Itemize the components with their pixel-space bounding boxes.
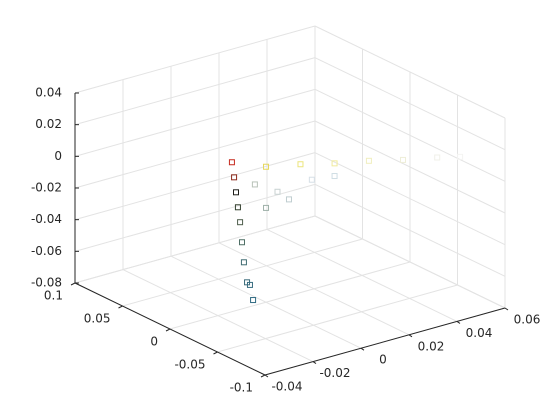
point xyxy=(285,196,292,203)
z-tick-label: 0.04 xyxy=(35,86,62,100)
grid-line xyxy=(314,215,506,309)
grid-line xyxy=(314,183,506,277)
grid-line xyxy=(217,284,458,353)
grid-line xyxy=(74,152,316,221)
z-tick-label: -0.06 xyxy=(31,244,62,258)
point xyxy=(239,239,245,246)
grid-line xyxy=(74,120,316,189)
point xyxy=(263,163,270,170)
point xyxy=(246,281,253,288)
point xyxy=(457,153,464,160)
x-tick-label: 0 xyxy=(379,353,387,367)
z-tick-label: -0.02 xyxy=(31,181,62,195)
grid-line xyxy=(74,57,316,126)
x-tick xyxy=(312,361,317,365)
point xyxy=(228,159,235,166)
point xyxy=(231,174,238,181)
x-tick xyxy=(264,374,269,378)
point xyxy=(365,157,372,164)
y-tick-label: 0 xyxy=(150,335,158,349)
point xyxy=(250,297,257,304)
x-tick xyxy=(456,320,461,324)
x-tick-label: -0.02 xyxy=(319,366,350,380)
y-tick xyxy=(165,328,171,332)
y-tick-label: -0.1 xyxy=(230,381,253,395)
point xyxy=(240,259,247,266)
point xyxy=(233,189,239,196)
y-tick xyxy=(70,282,76,286)
point xyxy=(434,154,441,161)
grid-line xyxy=(314,88,506,182)
x-tick xyxy=(504,307,509,311)
x-tick xyxy=(408,334,413,338)
point xyxy=(400,156,407,163)
z-tick-label: -0.04 xyxy=(31,212,62,226)
y-tick xyxy=(118,305,123,309)
y-tick-label: -0.05 xyxy=(174,358,205,372)
point xyxy=(297,161,304,168)
y-tick xyxy=(213,351,218,355)
x-axis xyxy=(264,307,506,376)
point xyxy=(331,173,338,180)
grid-line xyxy=(74,183,316,252)
z-tick-label: 0 xyxy=(54,149,62,163)
point xyxy=(234,204,241,211)
z-tick-label: 0.02 xyxy=(35,117,62,131)
grid-line xyxy=(74,25,316,94)
y-tick-label: 0.05 xyxy=(84,312,111,326)
point xyxy=(263,204,270,211)
x-tick-label: 0.02 xyxy=(418,339,445,353)
grid-line xyxy=(314,25,506,119)
y-tick xyxy=(260,374,266,378)
grid-line xyxy=(314,152,506,246)
x-tick xyxy=(360,347,365,351)
grid-line xyxy=(74,88,316,157)
y-tick-label: 0.1 xyxy=(44,289,63,303)
grid-line xyxy=(122,238,363,307)
point xyxy=(251,181,258,188)
point xyxy=(308,176,315,183)
point xyxy=(237,219,244,226)
z-tick-label: -0.08 xyxy=(31,276,62,290)
x-tick-label: 0.06 xyxy=(514,313,541,327)
grid-line xyxy=(74,215,316,284)
grid-line xyxy=(314,57,506,151)
x-tick-label: 0.04 xyxy=(466,326,493,340)
x-tick-label: -0.04 xyxy=(271,380,302,394)
grid-line xyxy=(169,261,411,330)
grid-line xyxy=(314,120,506,214)
point xyxy=(331,160,338,167)
point xyxy=(274,188,281,195)
